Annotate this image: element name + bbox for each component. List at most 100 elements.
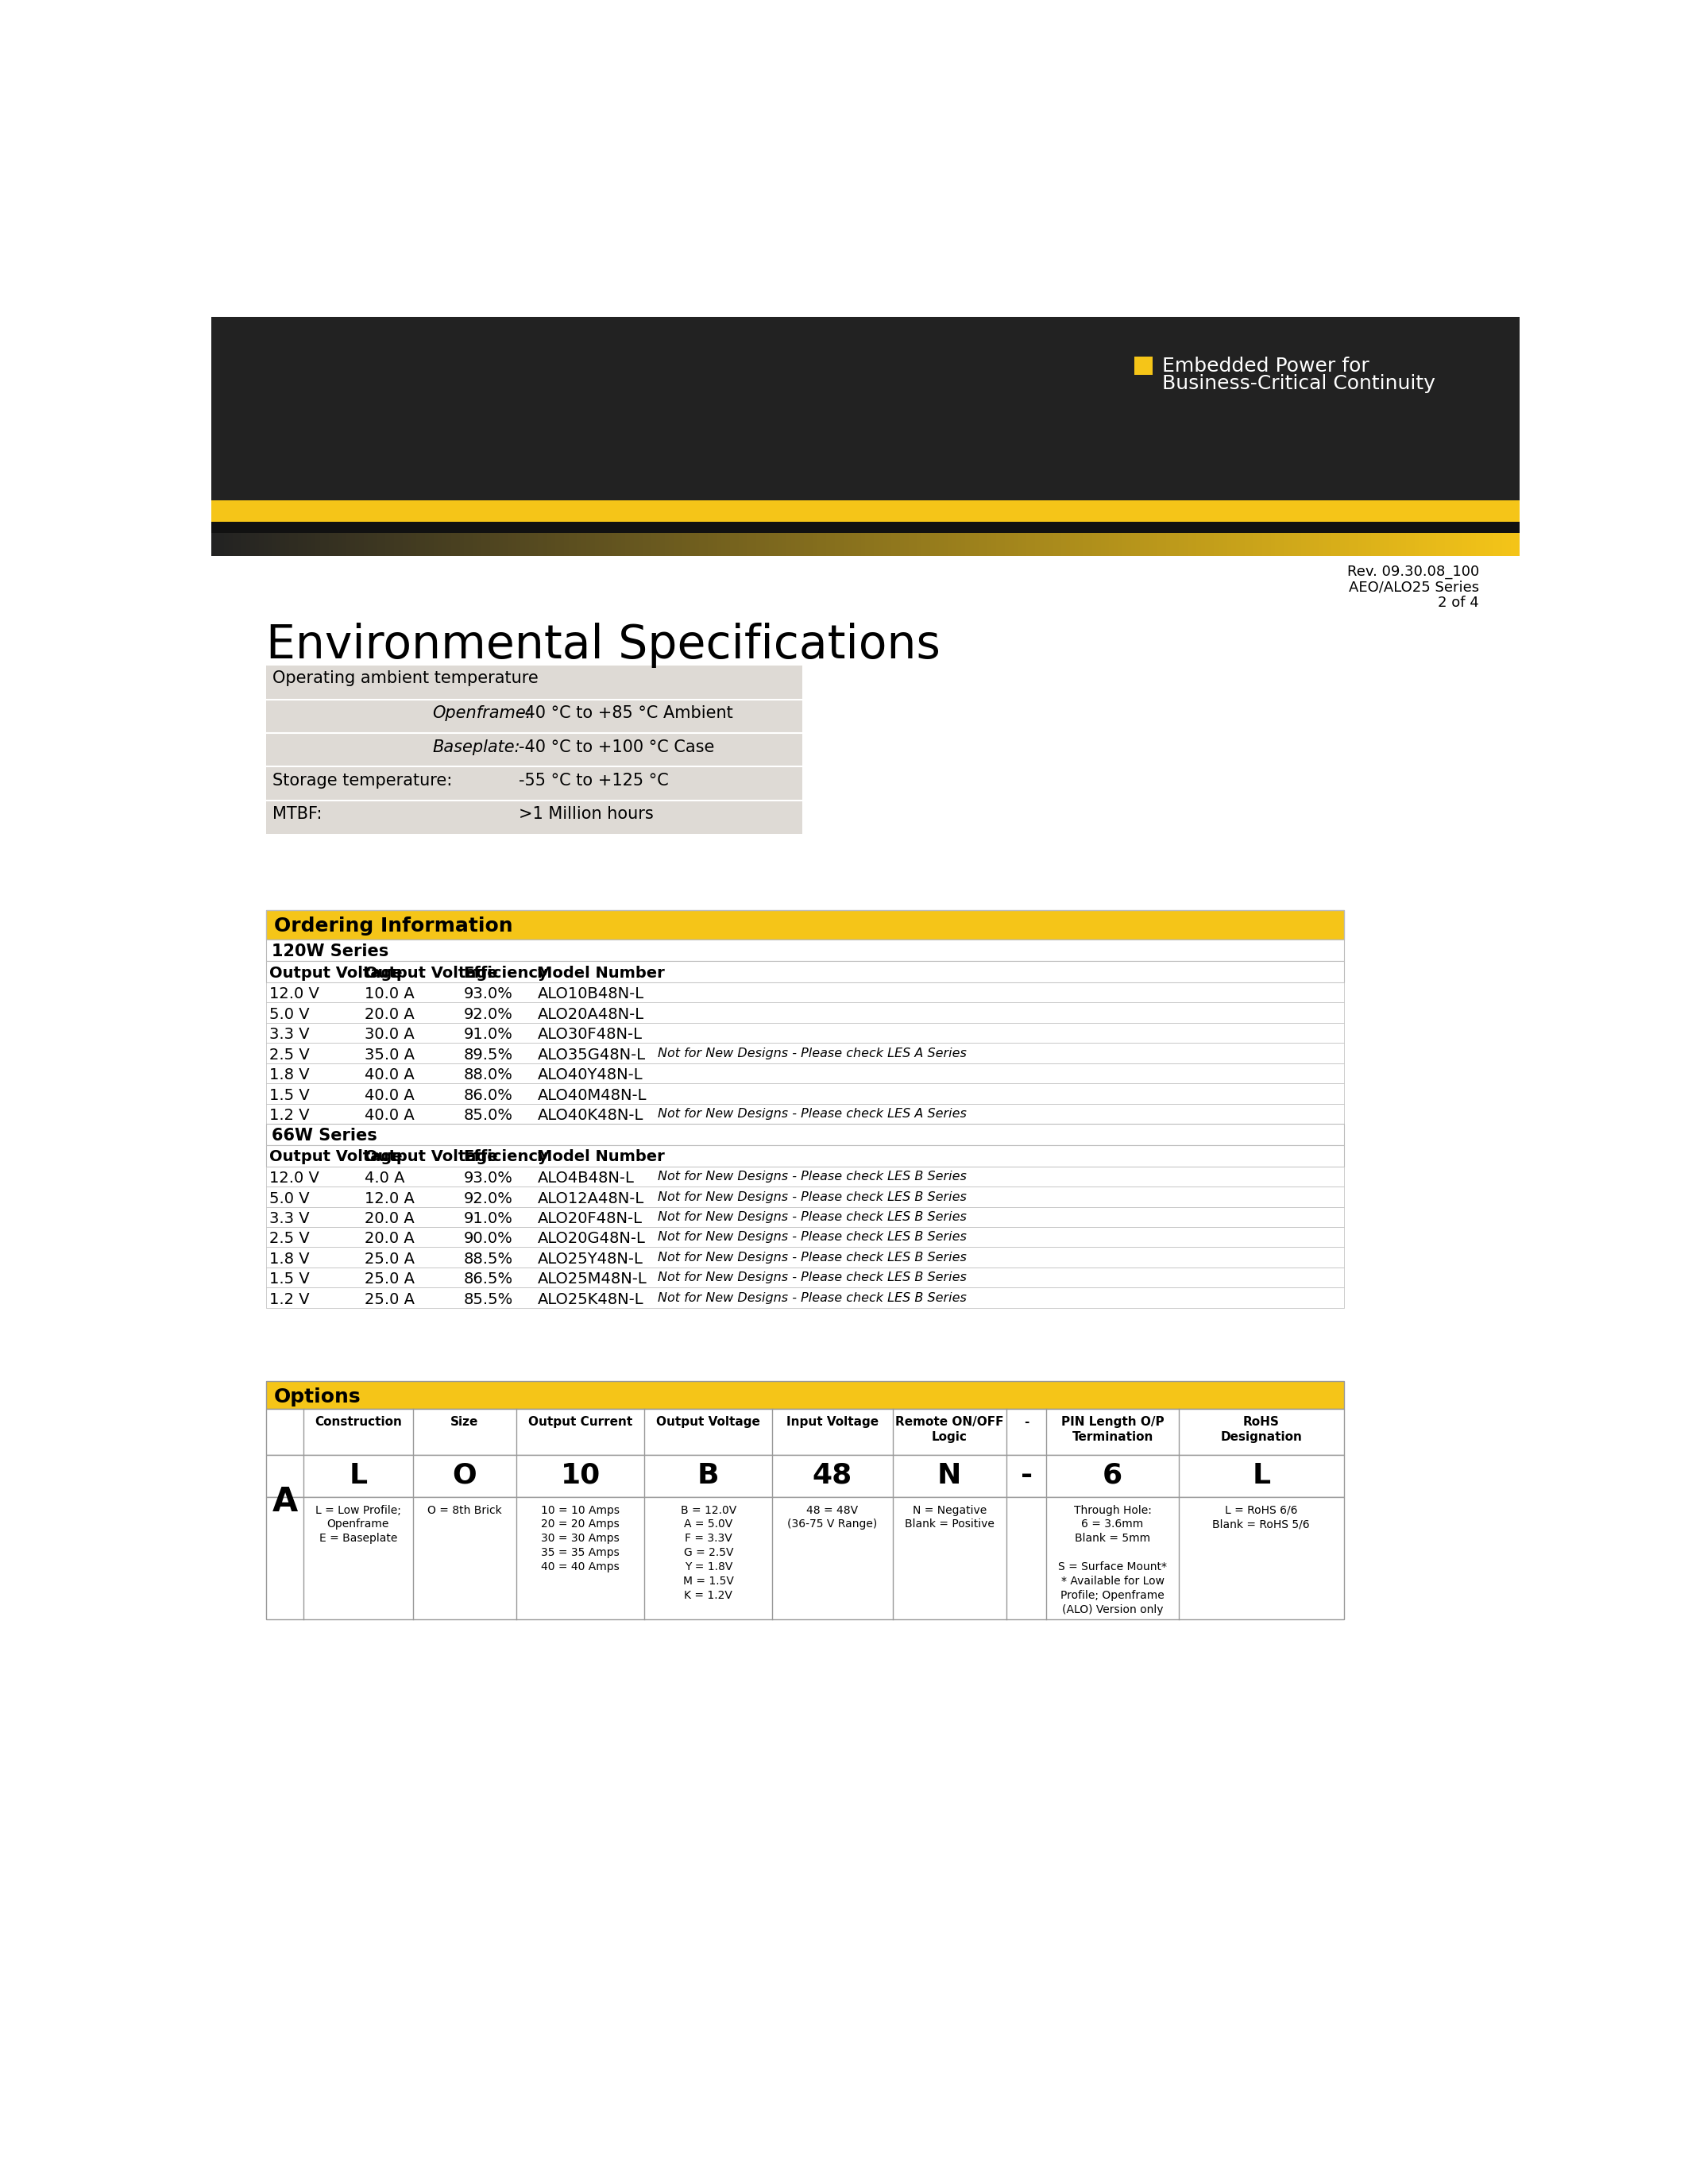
Bar <box>782 533 787 555</box>
Bar <box>1263 533 1268 555</box>
Bar <box>420 533 425 555</box>
Bar <box>660 533 665 555</box>
Bar <box>682 533 687 555</box>
Bar <box>354 533 360 555</box>
Bar <box>538 533 544 555</box>
Bar <box>1406 533 1411 555</box>
Bar <box>982 533 987 555</box>
Bar <box>908 533 913 555</box>
Text: Size: Size <box>451 1415 479 1428</box>
Text: 86.0%: 86.0% <box>464 1088 513 1103</box>
Bar <box>267 1455 1344 1498</box>
Bar <box>1123 533 1128 555</box>
Bar <box>743 533 748 555</box>
Text: 90.0%: 90.0% <box>464 1232 513 1247</box>
Text: 85.0%: 85.0% <box>464 1107 513 1123</box>
Bar <box>1075 533 1079 555</box>
Bar <box>803 533 809 555</box>
Bar <box>263 533 268 555</box>
Bar <box>1431 533 1436 555</box>
Bar <box>1236 533 1241 555</box>
Bar <box>773 533 778 555</box>
Bar <box>1462 533 1467 555</box>
Bar <box>1200 533 1205 555</box>
Text: Output Voltage: Output Voltage <box>270 965 403 981</box>
Bar <box>1222 533 1227 555</box>
Text: Efficiency: Efficiency <box>464 1149 549 1164</box>
Text: 88.0%: 88.0% <box>464 1068 513 1083</box>
Text: MTBF:: MTBF: <box>272 806 322 821</box>
Bar <box>1484 533 1489 555</box>
Bar <box>582 533 587 555</box>
Bar <box>302 533 307 555</box>
Text: Ordering Information: Ordering Information <box>273 917 513 935</box>
Text: 88.5%: 88.5% <box>464 1251 513 1267</box>
Bar <box>299 533 304 555</box>
Bar <box>930 533 935 555</box>
Text: Output Current: Output Current <box>528 1415 633 1428</box>
Bar <box>1166 533 1171 555</box>
Text: L: L <box>1252 1461 1271 1489</box>
Bar <box>608 533 613 555</box>
Bar <box>1065 533 1070 555</box>
Text: N = Negative
Blank = Positive: N = Negative Blank = Positive <box>905 1505 994 1531</box>
Text: Not for New Designs - Please check LES A Series: Not for New Designs - Please check LES A… <box>657 1048 966 1059</box>
Bar <box>572 533 577 555</box>
Bar <box>373 533 378 555</box>
Bar <box>381 533 387 555</box>
Bar <box>267 911 1344 939</box>
Text: O = 8th Brick: O = 8th Brick <box>427 1505 501 1516</box>
Bar <box>258 533 263 555</box>
Bar <box>267 1103 1344 1125</box>
Bar <box>267 939 1344 961</box>
Text: ALO4B48N-L: ALO4B48N-L <box>537 1171 635 1186</box>
Bar <box>1092 533 1097 555</box>
Bar <box>473 533 478 555</box>
Bar <box>363 533 368 555</box>
Bar <box>630 533 635 555</box>
Text: 12.0 V: 12.0 V <box>270 987 319 1002</box>
Bar <box>267 1380 1344 1409</box>
Text: 4.0 A: 4.0 A <box>365 1171 405 1186</box>
Bar <box>456 533 461 555</box>
Bar <box>695 533 701 555</box>
Bar <box>891 533 896 555</box>
Bar <box>1436 533 1442 555</box>
Text: -40 °C to +85 °C Ambient: -40 °C to +85 °C Ambient <box>518 705 733 721</box>
Bar <box>267 1125 1344 1144</box>
Bar <box>1494 533 1497 555</box>
Bar <box>267 666 802 834</box>
Bar <box>814 533 817 555</box>
Bar <box>329 533 334 555</box>
Bar <box>1445 533 1450 555</box>
Text: 86.5%: 86.5% <box>464 1271 513 1286</box>
Text: B: B <box>697 1461 719 1489</box>
Bar <box>464 533 469 555</box>
Bar <box>290 533 294 555</box>
Bar <box>555 533 560 555</box>
Bar <box>1004 533 1009 555</box>
Text: 1.5 V: 1.5 V <box>270 1271 311 1286</box>
Bar <box>729 533 734 555</box>
Text: RoHS
Designation: RoHS Designation <box>1220 1415 1301 1444</box>
Bar <box>211 522 1519 533</box>
Bar <box>390 533 395 555</box>
Bar <box>1183 533 1188 555</box>
Bar <box>939 533 944 555</box>
Bar <box>250 533 255 555</box>
Bar <box>351 533 356 555</box>
Text: ALO25M48N-L: ALO25M48N-L <box>537 1271 647 1286</box>
Bar <box>1252 533 1258 555</box>
Text: ALO20G48N-L: ALO20G48N-L <box>537 1232 645 1247</box>
Bar <box>1109 533 1114 555</box>
Text: -40 °C to +100 °C Case: -40 °C to +100 °C Case <box>518 738 714 756</box>
Bar <box>1170 533 1175 555</box>
Bar <box>1318 533 1323 555</box>
Bar <box>517 533 522 555</box>
Text: L: L <box>349 1461 368 1489</box>
Bar <box>878 533 883 555</box>
Bar <box>267 1380 1344 1409</box>
Bar <box>577 533 582 555</box>
Bar <box>1048 533 1053 555</box>
Text: Through Hole:
6 = 3.6mm
Blank = 5mm

S = Surface Mount*
* Available for Low
Prof: Through Hole: 6 = 3.6mm Blank = 5mm S = … <box>1058 1505 1166 1614</box>
